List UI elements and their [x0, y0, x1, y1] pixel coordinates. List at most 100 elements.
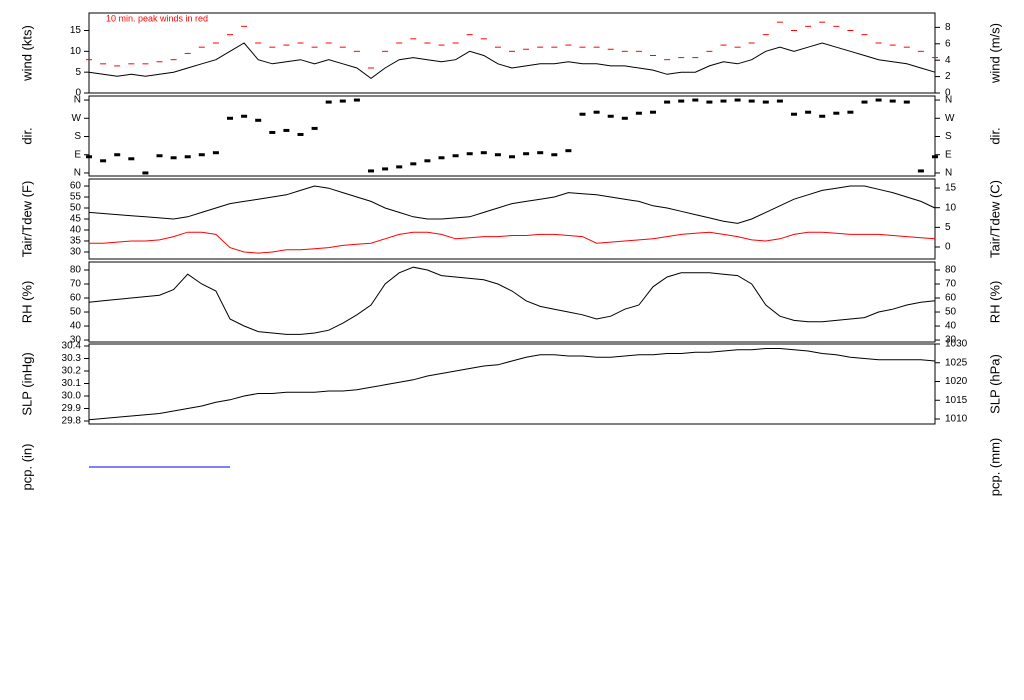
dir-point: [932, 155, 938, 159]
y2-tick-label: 5: [945, 222, 951, 233]
dir-point: [311, 126, 318, 130]
dir-point: [706, 100, 713, 104]
dir-point: [692, 98, 699, 102]
y2-axis-label: pcp. (mm): [987, 438, 1002, 497]
dir-point: [114, 153, 121, 157]
dir-point: [410, 162, 417, 166]
dir-point: [339, 99, 346, 103]
y2-tick-label: 1010: [945, 414, 968, 425]
y2-tick-label: 70: [945, 279, 957, 290]
dir-point: [241, 114, 248, 118]
dir-point: [424, 159, 431, 163]
dir-point: [551, 153, 558, 157]
y2-tick-label: S: [945, 131, 952, 142]
y2-tick-label: 6: [945, 38, 951, 49]
y2-tick-label: 30: [945, 335, 957, 346]
y-tick-label: 70: [70, 279, 82, 290]
dir-point: [523, 152, 530, 156]
y-tick-label: 50: [70, 307, 82, 318]
panel-frame: [88, 178, 936, 260]
dir-point: [621, 116, 628, 120]
series-line: [88, 348, 936, 421]
dir-point: [762, 100, 769, 104]
dir-point: [494, 153, 501, 157]
y-tick-label: 30.2: [62, 366, 82, 377]
y-tick-label: 15: [70, 25, 82, 36]
y-tick-label: N: [74, 168, 81, 179]
y-tick-label: 35: [70, 236, 82, 247]
dir-point: [861, 100, 868, 104]
dir-point: [283, 128, 290, 132]
y2-tick-label: 50: [945, 307, 957, 318]
dir-point: [212, 151, 219, 155]
y-axis-label: Tair/Tdew (F): [19, 181, 34, 258]
dir-point: [170, 156, 177, 160]
dir-point: [100, 159, 107, 163]
dir-point: [635, 111, 642, 115]
dir-point: [734, 98, 741, 102]
y-tick-label: 29.9: [62, 403, 82, 414]
dir-point: [903, 100, 910, 104]
dir-point: [325, 100, 332, 104]
dir-point: [650, 110, 656, 114]
y-tick-label: 40: [70, 225, 82, 236]
dir-point: [452, 154, 459, 158]
dir-point: [875, 98, 882, 102]
y-tick-label: 30.1: [62, 378, 82, 389]
y-tick-label: 80: [70, 265, 82, 276]
dir-point: [142, 171, 149, 175]
series-line: [88, 42, 936, 80]
series-line: [88, 266, 936, 335]
dir-point: [593, 110, 600, 114]
panel-frame: [88, 12, 936, 94]
dir-point: [269, 130, 276, 134]
y-tick-label: 40: [70, 321, 82, 332]
panel-frame: [88, 343, 936, 425]
y-tick-label: 30.3: [62, 353, 82, 364]
y-axis-label: pcp. (in): [19, 444, 34, 491]
y-axis-label: wind (kts): [19, 25, 34, 82]
dir-point: [227, 116, 233, 120]
y-tick-label: 30.4: [62, 341, 82, 352]
dir-point: [396, 165, 403, 169]
series-line: [89, 231, 936, 254]
dir-point: [791, 112, 797, 116]
y-tick-label: E: [74, 149, 81, 160]
y2-tick-label: 1025: [945, 357, 968, 368]
y2-tick-label: 0: [945, 88, 951, 99]
y-tick-label: 30: [70, 335, 82, 346]
y-tick-label: 60: [70, 181, 82, 192]
y-axis-label: SLP (inHg): [19, 352, 34, 415]
dir-point: [579, 112, 586, 116]
dir-point: [664, 100, 671, 104]
dir-point: [678, 99, 685, 103]
y-tick-label: 29.8: [62, 416, 82, 427]
y-axis-label: RH (%): [19, 281, 34, 324]
y2-tick-label: 1030: [945, 339, 968, 350]
y2-tick-label: 60: [945, 293, 957, 304]
y-tick-label: 30.0: [62, 391, 82, 402]
dir-point: [382, 167, 389, 171]
dir-point: [509, 155, 515, 159]
annotation: 10 min. peak winds in red: [106, 13, 208, 23]
y2-axis-label: RH (%): [987, 281, 1002, 324]
dir-point: [889, 99, 896, 103]
dir-point: [466, 152, 473, 156]
dir-point: [847, 110, 854, 114]
y2-tick-label: 40: [945, 321, 957, 332]
y-tick-label: S: [74, 131, 81, 142]
dir-point: [833, 111, 840, 115]
dir-point: [805, 110, 812, 114]
dir-point: [819, 114, 826, 118]
y2-axis-label: dir.: [987, 127, 1002, 144]
y-tick-label: 45: [70, 214, 82, 225]
dir-point: [537, 151, 544, 155]
y-tick-label: 50: [70, 203, 82, 214]
y2-axis-label: Tair/Tdew (C): [987, 180, 1002, 258]
y-tick-label: W: [72, 113, 82, 124]
y-tick-label: 5: [75, 67, 81, 78]
y-tick-label: N: [74, 95, 81, 106]
dir-point: [480, 151, 487, 155]
y2-tick-label: 10: [945, 202, 957, 213]
